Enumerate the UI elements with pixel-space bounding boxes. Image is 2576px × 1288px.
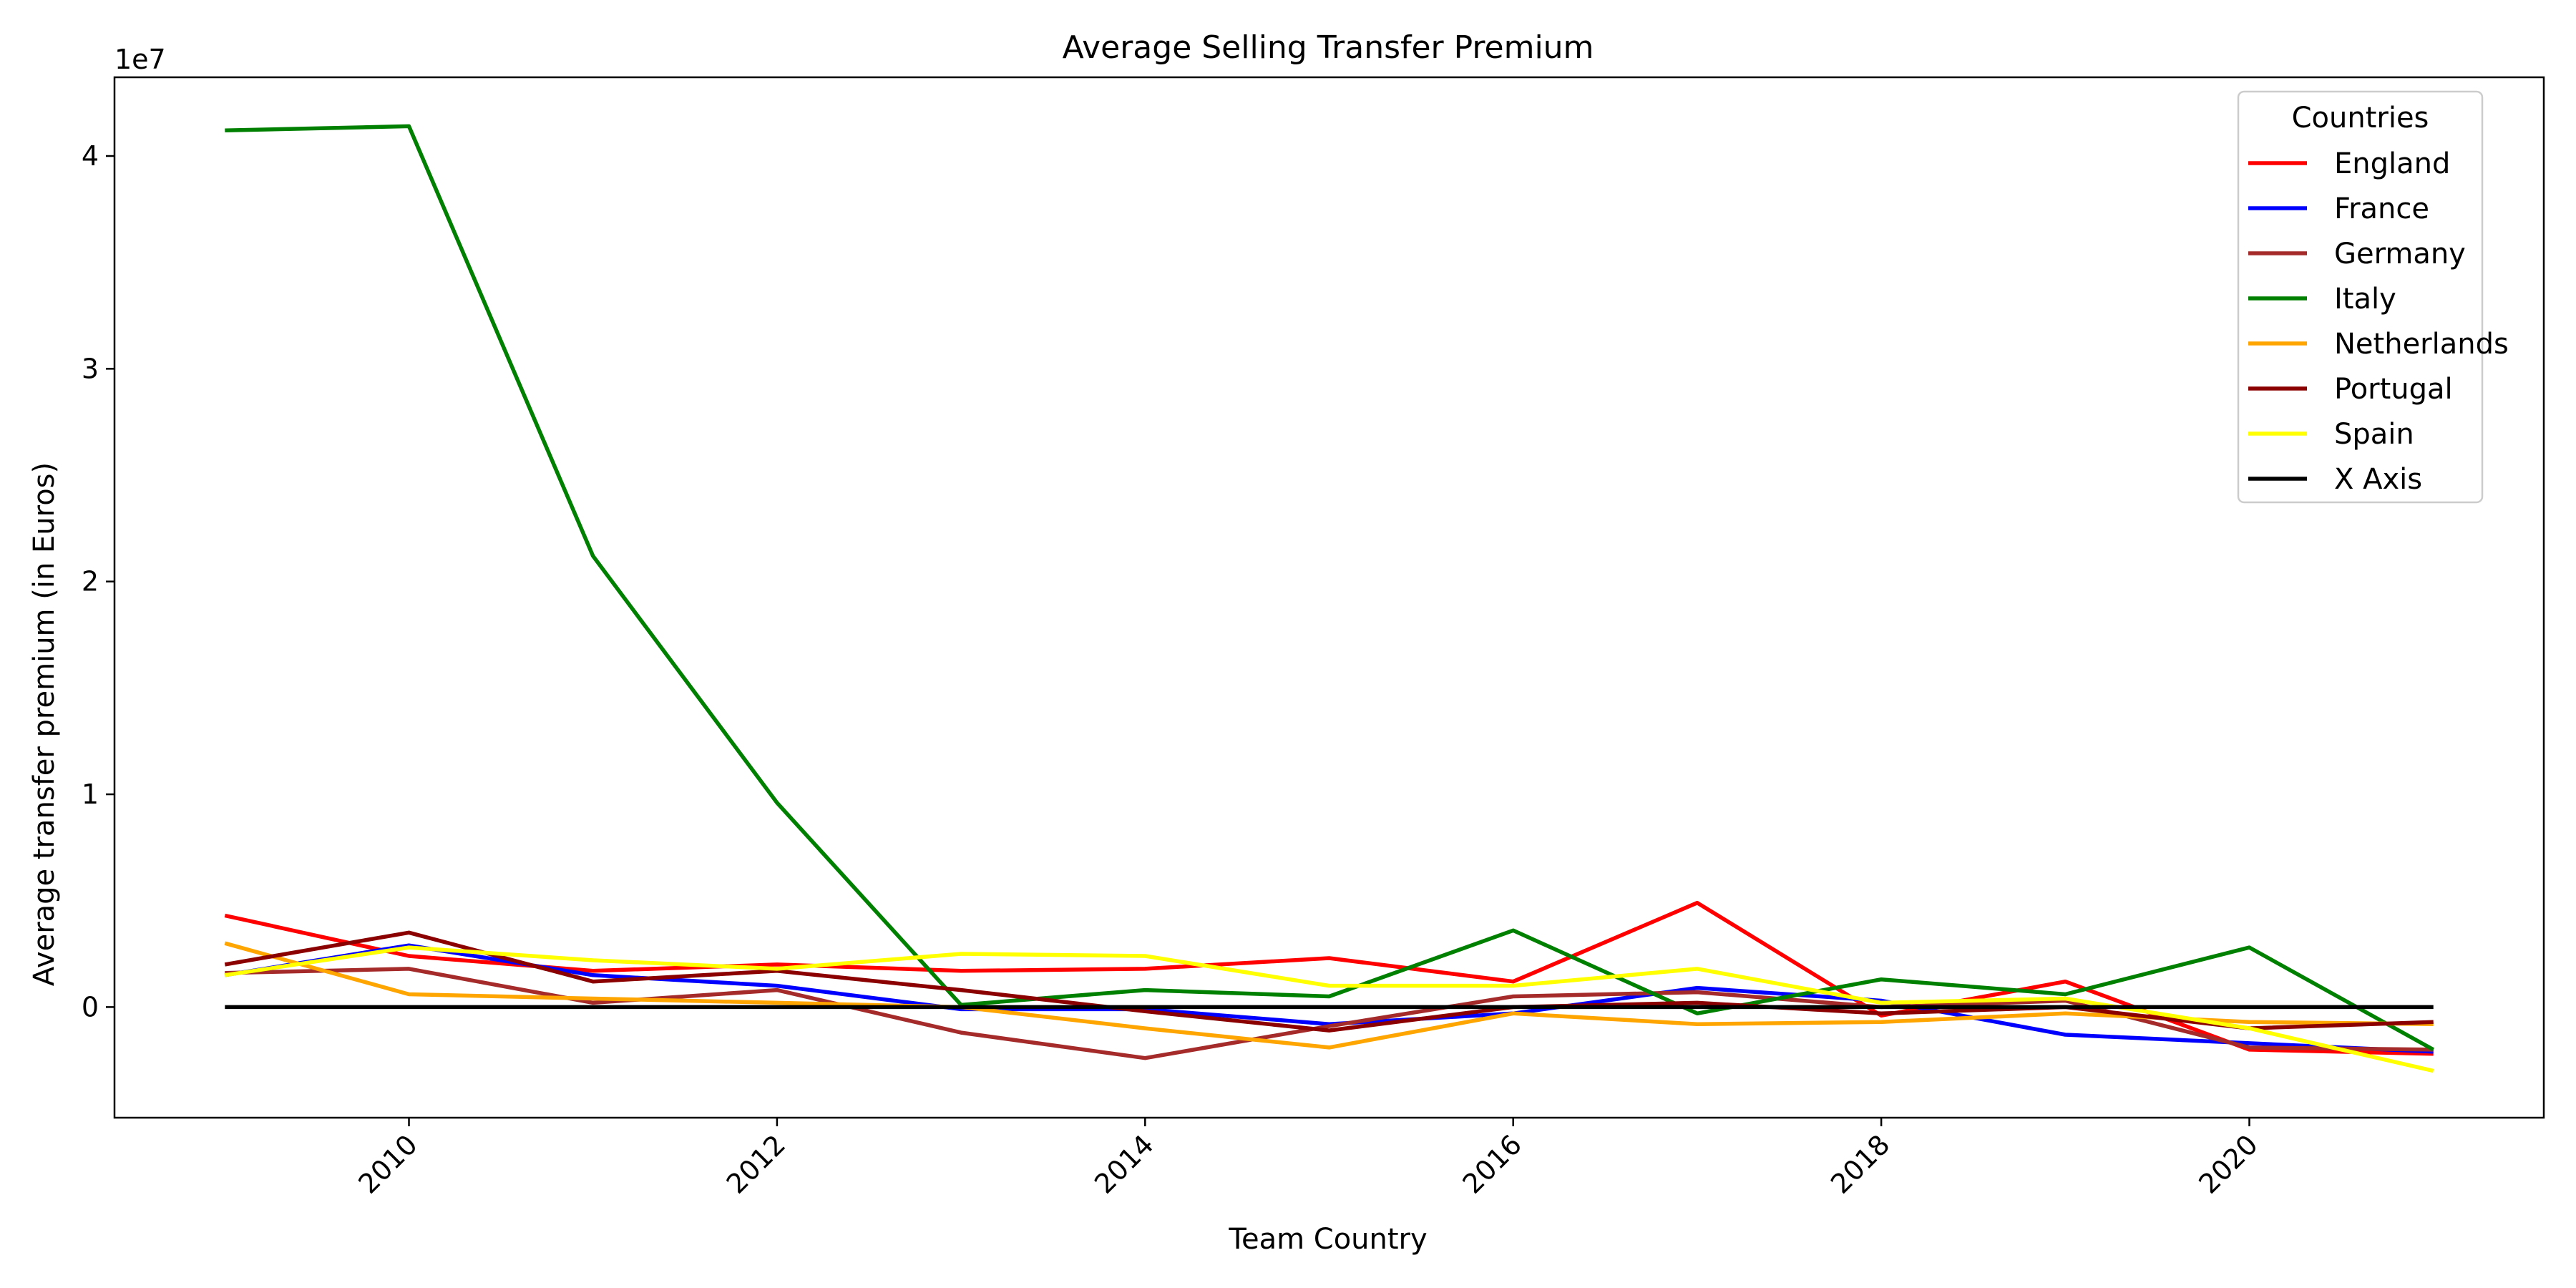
y-tick-label: 4 [82,140,99,172]
y-axis-label: Average transfer premium (in Euros) [28,462,61,986]
y-tick-label: 1 [82,779,99,810]
y-tick-label: 3 [82,353,99,384]
legend-label-italy: Italy [2334,283,2396,316]
legend-label-france: France [2334,192,2429,225]
axes-frame [113,76,2545,1119]
series-line-france [224,943,2434,1054]
series-line-netherlands [224,941,2434,1050]
legend: Countries England France Germany Italy Nether… [2237,90,2509,504]
legend-label-germany: Germany [2334,238,2466,270]
legend-label-portugal: Portugal [2334,373,2453,406]
y-scale-label: 1e7 [114,44,166,75]
legend-label-netherlands: Netherlands [2334,328,2509,361]
y-tick-label: 0 [82,991,99,1023]
legend-label-spain: Spain [2334,418,2414,451]
plot-area [224,124,2435,1073]
legend-label-england: England [2334,147,2450,180]
legend-title: Countries [2292,102,2429,135]
chart-title: Average Selling Transfer Premium [1063,29,1594,66]
legend-box [2237,90,2484,504]
legend-label-x-axis: X Axis [2334,463,2422,496]
series-line-spain [224,945,2434,1073]
series-line-germany [225,967,2434,1060]
series-line-italy [225,124,2435,1052]
x-axis-label: Team Country [1228,1223,1427,1256]
series-line-england [224,900,2434,1056]
y-tick-label: 2 [82,566,99,597]
